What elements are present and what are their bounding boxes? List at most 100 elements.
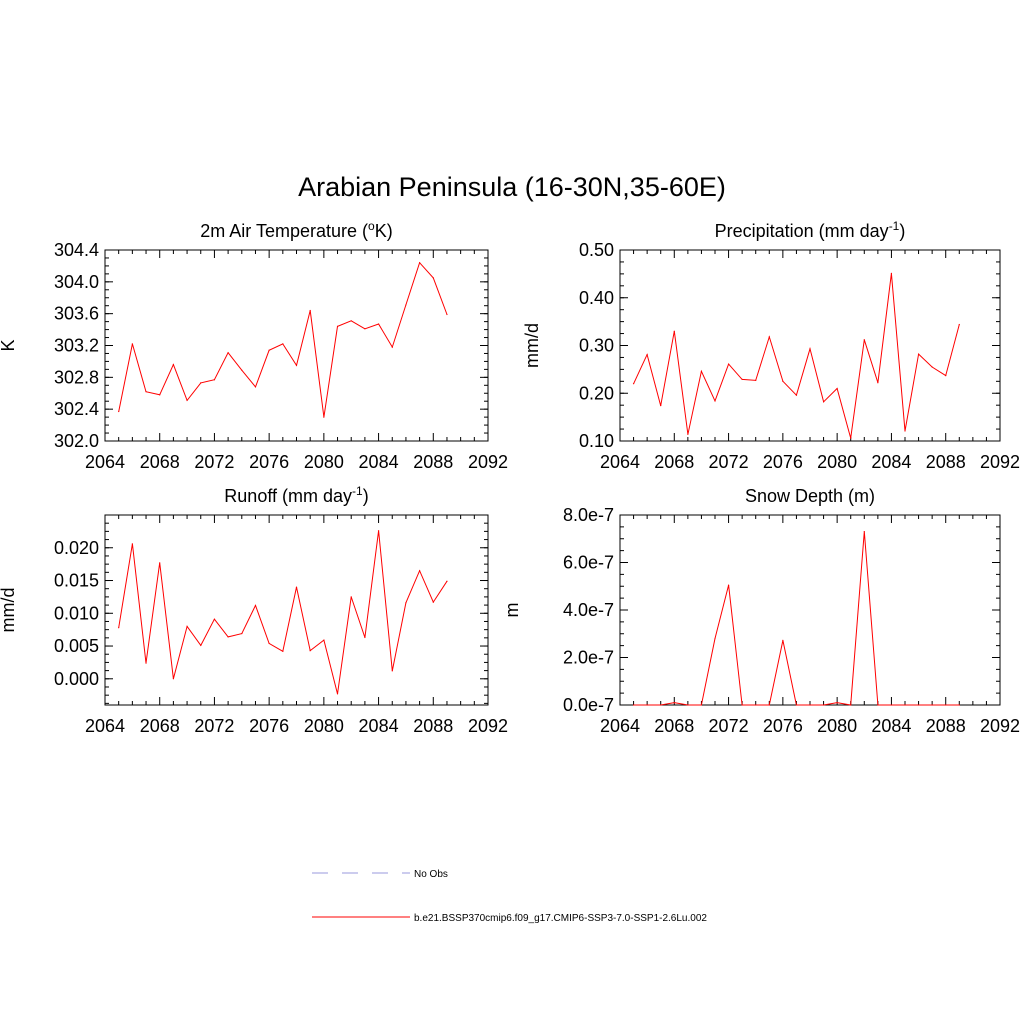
x-tick-label: 2068 <box>140 452 180 472</box>
x-tick-label: 2076 <box>763 716 803 736</box>
y-tick-label: 0.005 <box>54 636 99 656</box>
data-point <box>646 353 648 356</box>
data-point <box>419 262 421 264</box>
data-point <box>727 584 730 586</box>
y-tick-label: 304.0 <box>54 272 99 292</box>
data-point <box>632 383 635 385</box>
x-tick-label: 2064 <box>85 452 125 472</box>
data-point <box>241 632 243 635</box>
panel-title: Snow Depth (m) <box>745 486 875 506</box>
data-point <box>945 704 947 706</box>
data-point <box>917 704 920 706</box>
panel-title: Runoff (mm day-1) <box>224 484 368 506</box>
data-point <box>768 704 770 706</box>
data-point <box>131 343 133 345</box>
x-tick-label: 2072 <box>709 452 749 472</box>
x-tick-label: 2088 <box>926 716 966 736</box>
data-point <box>186 399 188 402</box>
x-tick-label: 2080 <box>304 452 344 472</box>
panel-title-superscript: -1 <box>889 219 900 233</box>
x-tick-label: 2068 <box>654 452 694 472</box>
y-tick-label: 0.0e-7 <box>563 695 614 715</box>
plot-frame <box>619 249 1001 442</box>
chart-panel-1: 2m Air Temperature (oK) K 2064 2068 2072 2076… <box>0 219 508 472</box>
y-tick-label: 0.015 <box>54 571 99 591</box>
data-point <box>863 531 865 533</box>
x-tick-label: 2088 <box>413 716 453 736</box>
data-point <box>850 437 852 439</box>
data-point <box>741 378 743 381</box>
legend: No Obs b.e21.BSSP370cmip6.f09_g17.CMIP6-S… <box>312 869 707 924</box>
data-point <box>405 304 407 306</box>
legend-item: b.e21.BSSP370cmip6.f09_g17.CMIP6-SSP3-7.… <box>312 913 707 924</box>
data-point <box>741 704 743 706</box>
y-tick-label: 0.020 <box>54 538 99 558</box>
data-point <box>673 702 675 704</box>
data-point <box>254 386 257 388</box>
y-tick-label: 304.4 <box>54 240 99 260</box>
legend-item: No Obs <box>312 869 448 880</box>
data-point <box>241 369 243 371</box>
x-tick-label: 2080 <box>817 452 857 472</box>
y-tick-label: 302.8 <box>54 367 99 387</box>
y-tick-label: 0.010 <box>54 603 99 623</box>
x-tick-label: 2064 <box>600 716 640 736</box>
data-point <box>309 309 311 312</box>
data-point <box>836 387 838 390</box>
x-tick-label: 2084 <box>871 716 911 736</box>
x-tick-label: 2076 <box>249 716 289 736</box>
data-point <box>755 704 757 706</box>
data-point <box>646 704 648 706</box>
x-tick-label: 2092 <box>980 452 1020 472</box>
panel-title-end: K) <box>375 221 393 241</box>
panel-title-superscript: -1 <box>352 484 363 498</box>
data-point <box>877 704 879 706</box>
y-tick-label: 0.50 <box>579 240 614 260</box>
data-point <box>890 704 893 706</box>
x-tick-label: 2076 <box>763 452 803 472</box>
data-point <box>213 379 216 381</box>
panel-title-end: ) <box>899 221 905 241</box>
y-axis-label: K <box>0 339 18 351</box>
data-point <box>227 636 229 638</box>
data-point <box>159 394 161 396</box>
data-point <box>714 637 716 640</box>
x-tick-label: 2080 <box>304 716 344 736</box>
data-point <box>172 678 174 680</box>
data-point <box>863 339 865 341</box>
series-line <box>633 273 960 439</box>
y-tick-label: 303.2 <box>54 336 99 356</box>
data-point <box>377 530 380 532</box>
data-point <box>268 642 270 645</box>
data-point <box>890 272 893 274</box>
data-point <box>172 364 174 366</box>
legend-label: No Obs <box>414 869 448 880</box>
x-tick-label: 2076 <box>249 452 289 472</box>
y-tick-label: 302.0 <box>54 431 99 451</box>
data-point <box>145 662 147 664</box>
x-tick-label: 2064 <box>600 452 640 472</box>
chart-panel-3: Runoff (mm day-1) mm/d 2064 2068 2072 2076 208… <box>0 484 508 736</box>
x-tick-label: 2084 <box>359 452 399 472</box>
data-point <box>768 336 770 338</box>
y-tick-label: 2.0e-7 <box>563 648 614 668</box>
y-tick-label: 0.30 <box>579 336 614 356</box>
data-point <box>364 636 366 639</box>
panel-title: Precipitation (mm day-1) <box>715 219 906 241</box>
y-tick-label: 0.40 <box>579 288 614 308</box>
data-point <box>377 323 380 325</box>
data-point <box>323 416 325 418</box>
data-point <box>295 364 298 366</box>
x-tick-label: 2084 <box>871 452 911 472</box>
data-point <box>186 625 188 627</box>
series-line <box>633 531 960 706</box>
data-point <box>904 430 906 432</box>
data-point <box>958 704 960 706</box>
data-point <box>131 543 133 545</box>
data-point <box>295 586 298 588</box>
data-point <box>755 379 757 381</box>
data-point <box>877 382 879 384</box>
x-tick-label: 2088 <box>413 452 453 472</box>
data-point <box>850 704 852 706</box>
